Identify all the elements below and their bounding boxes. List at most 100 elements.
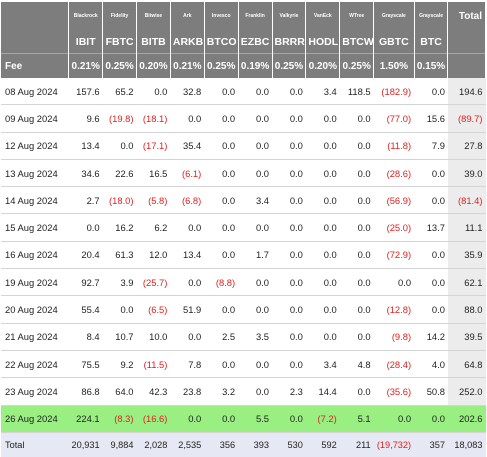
fee-total-blank [447,53,486,78]
row-date: 09 Aug 2024 [1,104,69,133]
flow-value: (7.2) [305,405,340,433]
flow-value: 0.0 [102,132,137,160]
issuer-header: Invesco [204,2,239,30]
flow-value: (182.9) [373,78,415,106]
flow-value: 8.4 [68,323,103,351]
table-row: 19 Aug 2024 92.7 3.9 (25.7) 0.0 (8.8) 0.0 0.0 0.… [1,268,486,297]
flow-value: (8.3) [102,405,137,433]
fee-value: 0.25% [272,53,307,78]
flow-value: 0.0 [204,350,239,379]
fee-value: 0.25% [339,53,375,78]
fee-value: 1.50% [373,53,415,78]
flow-value: (25.7) [136,268,171,297]
ticker-header: GBTC [373,30,415,54]
flow-value: 0.0 [272,213,306,242]
flow-value: 0.0 [272,104,306,133]
flow-value: (56.9) [373,186,415,215]
flow-value: 0.0 [339,132,374,160]
fee-value: 0.25% [204,53,239,78]
flow-value: (77.0) [373,104,415,133]
flow-value: 0.0 [339,104,374,133]
row-total: 27.8 [447,132,486,160]
flow-value: 0.0 [272,350,306,379]
row-date: 15 Aug 2024 [1,213,69,242]
flow-value: (5.8) [136,186,171,215]
flow-value: 0.0 [272,78,306,106]
flow-value: 3.4 [305,78,340,106]
flow-value: 0.0 [339,159,374,188]
flow-value: 0.0 [373,405,415,433]
flow-value: 118.5 [339,78,374,106]
flow-value: 0.0 [170,323,205,351]
flow-value: 0.0 [238,213,273,242]
row-date: 21 Aug 2024 [1,323,69,351]
flow-value: 92.7 [68,268,103,297]
corner-cell [1,30,70,54]
flow-value: 0.0 [373,268,415,297]
flow-value: (17.1) [136,132,171,160]
flow-value: 6.2 [136,213,171,242]
fee-value: 0.20% [305,53,341,78]
flow-value: 50.8 [414,377,448,406]
flow-value: 0.0 [305,213,340,242]
ticker-header: BTCW [339,30,375,54]
flow-value: 23.8 [170,377,205,406]
flow-value: 13.4 [68,132,103,160]
flow-value: (12.8) [373,295,415,324]
flow-value: 0.0 [272,132,306,160]
table-row: 14 Aug 2024 2.7 (18.0) (5.8) (6.8) 0.0 3.4 0.0 0… [1,186,486,215]
issuer-header: Grayscale [373,2,415,30]
flow-value: 55.4 [68,295,103,324]
ticker-header: FBTC [102,30,138,54]
row-total: 62.1 [447,268,486,297]
flow-value: 13.7 [414,213,448,242]
table-row: 26 Aug 2024 224.1 (8.3) (16.6) 0.0 0.0 5.5 0.0(… [1,405,486,433]
row-total: 194.6 [447,78,486,106]
flow-value: 0.0 [414,405,448,433]
row-total: 202.6 [447,405,486,433]
flow-value: 61.3 [102,241,137,270]
flow-value: 0.0 [305,186,340,215]
flow-value: (28.4) [373,350,415,379]
flow-value: 0.0 [305,132,340,160]
corner-cell [1,2,70,30]
row-total: (81.4) [447,186,486,215]
issuer-header: Ark [170,2,205,30]
flow-value: 0.0 [272,241,306,270]
flow-value: 0.0 [204,295,239,324]
row-date: 14 Aug 2024 [1,186,69,215]
flow-value: 4.8 [339,350,374,379]
flow-value: 0.0 [204,405,239,433]
row-date: 22 Aug 2024 [1,350,69,379]
flow-value: (6.1) [170,159,205,188]
flow-value: (16.6) [136,405,171,433]
flow-value: 0.0 [170,213,205,242]
fee-value: 0.21% [170,53,205,78]
flow-value: (8.8) [204,268,239,297]
ticker-header: BTCO [204,30,239,54]
issuer-header: VanEck [305,2,341,30]
flow-value: 12.0 [136,241,171,270]
row-date: 16 Aug 2024 [1,241,69,270]
flow-value: 16.2 [102,213,137,242]
issuer-header-row: Blackrock Fidelity Bitwise Ark Invesco Frankl… [1,2,486,30]
table-row: 22 Aug 2024 75.5 9.2 (11.5) 7.8 0.0 0.0 0.0 3.4 4… [1,350,486,379]
flow-value: 22.6 [102,159,137,188]
flow-value: 0.0 [272,186,306,215]
flow-value: (19.8) [102,104,137,133]
ticker-header-row: IBIT FBTC BITB ARKB BTCO EZBC BRRR HODL BTCW GBTC… [1,30,486,54]
flow-value: 0.0 [305,159,340,188]
issuer-header: WTree [339,2,375,30]
flow-value: 0.0 [305,104,340,133]
flow-value: 0.0 [238,78,273,106]
flow-value: 0.0 [170,104,205,133]
row-date: 12 Aug 2024 [1,132,69,160]
cumulative-value: (19,732) [373,432,415,457]
issuer-header: Blackrock [68,2,104,30]
flow-value: (11.5) [136,350,171,379]
flow-value: 157.6 [68,78,103,106]
flow-value: 0.0 [204,241,239,270]
flow-value: 4.0 [414,350,448,379]
cumulative-value: 592 [305,432,340,457]
flow-value: 0.0 [414,78,448,106]
